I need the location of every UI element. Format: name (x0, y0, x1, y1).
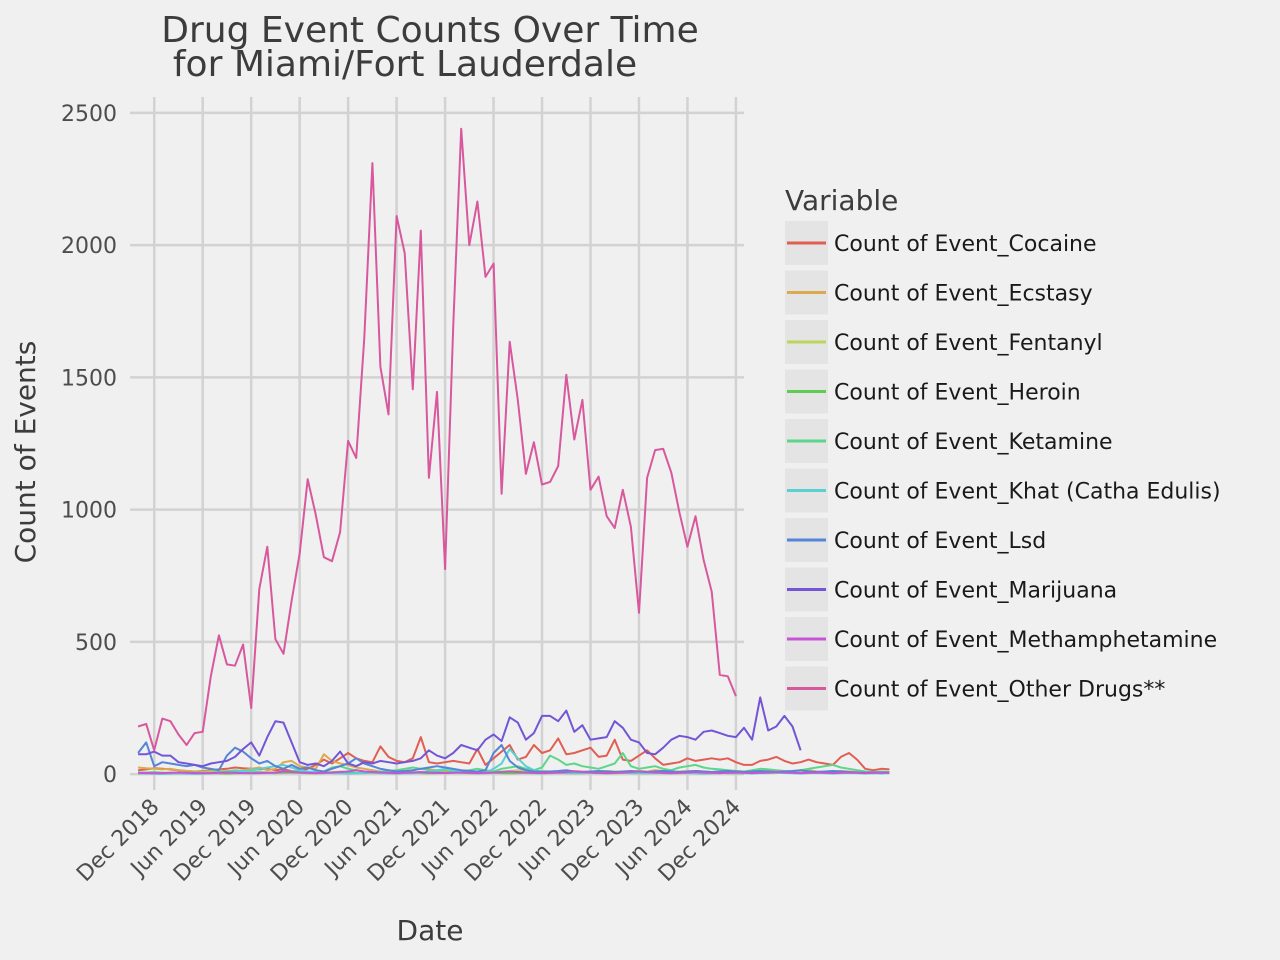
legend-label: Count of Event_Fentanyl (834, 331, 1103, 356)
y-tick-label: 1500 (61, 366, 117, 391)
y-axis-title: Count of Events (9, 341, 42, 564)
legend-label: Count of Event_Lsd (834, 529, 1046, 554)
y-tick-label: 2000 (61, 234, 117, 259)
y-tick-label: 2500 (61, 102, 117, 127)
legend-label: Count of Event_Ecstasy (834, 282, 1093, 307)
legend: Count of Event_Cocaine Count of Event_Ecs… (785, 221, 1221, 711)
chart-title-line-1: Drug Event Counts Over Time (161, 10, 698, 51)
y-tick-label: 1000 (61, 499, 117, 524)
legend-item: Count of Event_Marijuana (785, 567, 1117, 612)
legend-item: Count of Event_Cocaine (785, 221, 1097, 265)
series-line-9 (137, 127, 737, 752)
legend-label: Count of Event_Heroin (834, 381, 1081, 406)
legend-item: Count of Event_Ketamine (785, 419, 1113, 463)
legend-item: Count of Event_Methamphetamine (785, 617, 1217, 661)
y-tick-label: 500 (75, 631, 117, 656)
series-line-7 (138, 696, 802, 768)
chart-title-line-2: for Miami/Fort Lauderdale (173, 44, 637, 85)
legend-item: Count of Event_Heroin (785, 369, 1081, 414)
legend-title: Variable (785, 184, 898, 217)
legend-item: Count of Event_Lsd (785, 518, 1046, 562)
y-axis-ticks: 0 500 1000 1500 2000 2500 (61, 102, 117, 788)
legend-label: Count of Event_Marijuana (834, 579, 1117, 604)
x-axis-title: Date (397, 914, 464, 947)
legend-label: Count of Event_Other Drugs** (834, 678, 1165, 703)
legend-item: Count of Event_Khat (Catha Edulis) (785, 468, 1221, 513)
legend-label: Count of Event_Khat (Catha Edulis) (834, 480, 1221, 505)
legend-item: Count of Event_Ecstasy (785, 270, 1093, 315)
legend-item: Count of Event_Fentanyl (785, 320, 1103, 364)
plot-area (137, 127, 890, 775)
y-tick-label: 0 (103, 763, 117, 788)
legend-item: Count of Event_Other Drugs** (785, 666, 1165, 711)
legend-label: Count of Event_Ketamine (834, 430, 1113, 455)
grid (130, 97, 744, 790)
legend-label: Count of Event_Methamphetamine (834, 628, 1217, 653)
series-line-6 (137, 741, 890, 774)
legend-label: Count of Event_Cocaine (834, 232, 1097, 257)
series-line-8 (138, 769, 890, 775)
